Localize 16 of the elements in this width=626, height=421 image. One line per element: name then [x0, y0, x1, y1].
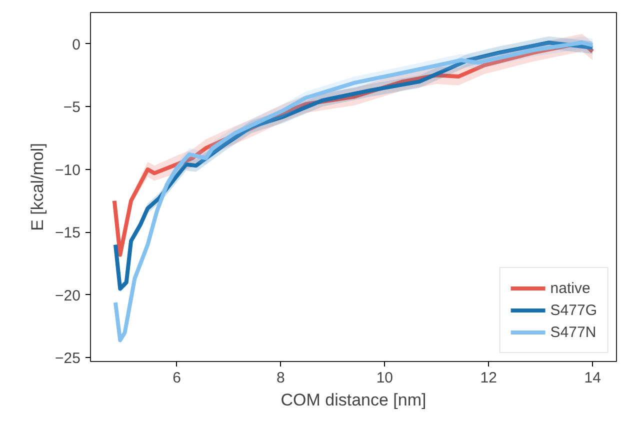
x-tick-label: 6: [172, 370, 181, 386]
x-tick-label: 10: [376, 370, 394, 386]
legend-label: native: [550, 280, 590, 296]
y-tick-label: −5: [63, 99, 81, 116]
y-tick-label: −10: [55, 162, 81, 179]
x-tick-label: 12: [480, 370, 497, 386]
x-tick-label: 14: [584, 370, 601, 386]
x-tick-label: 8: [276, 370, 285, 386]
y-tick-label: −25: [55, 350, 81, 368]
x-axis-title: COM distance [nm]: [280, 390, 426, 410]
y-axis-title: E [kcal/mol]: [28, 143, 48, 231]
legend-label: S477G: [550, 302, 597, 318]
y-tick-label: 0: [72, 36, 80, 54]
y-tick-label: −15: [55, 224, 81, 242]
legend-label: S477N: [550, 324, 596, 340]
y-tick-label: −20: [55, 287, 81, 304]
